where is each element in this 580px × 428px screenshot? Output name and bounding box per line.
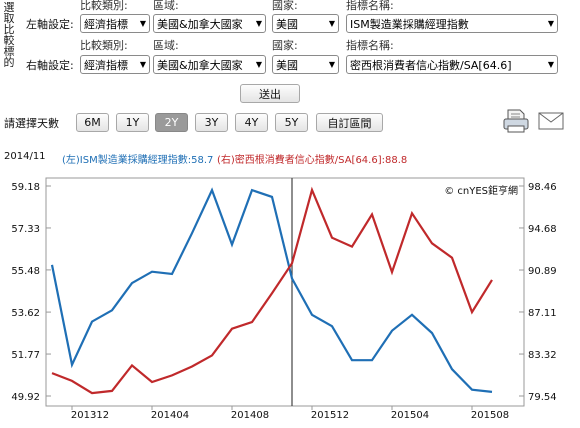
x-tick-label: 201512 [311,410,349,421]
country-label: 國家: [272,0,298,12]
right-compare-type-select[interactable]: 經濟指標 ▼ [80,55,150,74]
x-tick-label: 201504 [391,410,429,421]
chevron-down-icon: ▼ [139,60,147,69]
x-tick-label: 201312 [71,410,109,421]
right-tick-label: 79.54 [528,392,557,403]
mail-icon[interactable] [538,112,564,130]
country-label-2: 國家: [272,39,298,52]
printer-icon[interactable] [502,108,530,134]
series-line-michigan [51,186,493,395]
panel-vertical-title: 選取比較標的 [3,1,15,69]
region-label-2: 區域: [153,39,179,52]
range-button-4y[interactable]: 4Y [235,113,268,132]
chevron-down-icon: ▼ [547,60,555,69]
left-tick-label: 59.18 [11,182,40,193]
chevron-down-icon: ▼ [328,60,336,69]
chevron-down-icon: ▼ [255,60,263,69]
right-region-select[interactable]: 美國&加拿大國家 ▼ [153,55,266,74]
x-tick-label: 201408 [231,410,269,421]
copyright-label: © cnYES鉅亨網 [444,184,518,197]
right-country-select[interactable]: 美國 ▼ [272,55,339,74]
compare-type-label-2: 比較類別: [80,39,128,52]
left-tick-label: 53.62 [11,308,40,319]
x-tick-label: 201508 [471,410,509,421]
plot-area [45,177,525,407]
range-button-3y[interactable]: 3Y [195,113,228,132]
left-axis-label: 左軸設定: [26,18,74,31]
left-tick-label: 57.33 [11,224,40,235]
legend-date: 2014/11 [4,151,46,162]
range-button-custom[interactable]: 自訂區間 [316,113,383,132]
x-tick-label: 201404 [151,410,189,421]
range-button-6m[interactable]: 6M [76,113,109,132]
right-axis-ticks: 79.54 83.32 87.11 90.89 94.68 98.46 [528,182,557,403]
legend-left-series: (左)ISM製造業採購經理指數:58.7 [62,155,214,166]
range-label: 請選擇天數 [4,117,59,130]
left-compare-type-select[interactable]: 經濟指標 ▼ [80,14,150,33]
left-country-select[interactable]: 美國 ▼ [272,14,339,33]
series-line-ism [50,187,493,393]
left-tick-label: 55.48 [11,266,40,277]
range-button-2y[interactable]: 2Y [155,113,188,132]
right-axis-label: 右軸設定: [26,59,74,72]
chevron-down-icon: ▼ [547,19,555,28]
left-region-select[interactable]: 美國&加拿大國家 ▼ [153,14,266,33]
range-button-5y[interactable]: 5Y [275,113,308,132]
right-tick-label: 90.89 [528,266,557,277]
chevron-down-icon: ▼ [328,19,336,28]
left-tick-label: 49.92 [11,392,40,403]
compare-type-label: 比較類別: [80,0,128,12]
chevron-down-icon: ▼ [255,19,263,28]
left-indicator-select[interactable]: ISM製造業採購經理指數 ▼ [346,14,558,33]
right-tick-label: 83.32 [528,350,557,361]
right-tick-label: 87.11 [528,308,557,319]
x-axis-ticks: 201312 201404 201408 201512 201504 201508 [71,406,509,421]
submit-button[interactable]: 送出 [240,84,300,103]
left-axis-ticks: 49.92 51.77 53.62 55.48 57.33 59.18 [11,182,40,403]
line-chart: 49.92 51.77 53.62 55.48 57.33 59.18 79.54 83.3… [11,177,557,421]
legend-right-series: (右)密西根消費者信心指數/SA[64.6]:88.8 [217,155,408,166]
right-indicator-select[interactable]: 密西根消費者信心指數/SA[64.6] ▼ [346,55,558,74]
indicator-name-label: 指標名稱: [346,0,394,12]
chart-grid [46,185,524,397]
region-label: 區域: [153,0,179,12]
right-tick-label: 94.68 [528,224,557,235]
right-tick-label: 98.46 [528,182,557,193]
selection-panel: 選取比較標的 比較類別: 區域: 國家: 指標名稱: 左軸設定: 經濟指標 ▼ 美… [0,0,580,107]
left-tick-label: 51.77 [11,350,40,361]
range-button-1y[interactable]: 1Y [116,113,149,132]
chevron-down-icon: ▼ [139,19,147,28]
indicator-name-label-2: 指標名稱: [346,39,394,52]
